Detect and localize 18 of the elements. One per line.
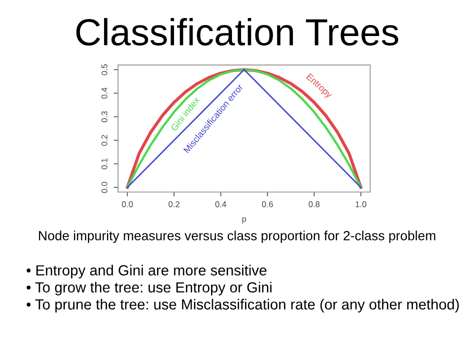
x-tick-label: 0.4: [215, 201, 226, 208]
x-tick-label: 0.0: [122, 201, 133, 208]
x-tick-label: 1.0: [356, 201, 366, 208]
y-tick-label: 0.5: [101, 64, 108, 76]
y-tick-label: 0.0: [101, 182, 108, 193]
y-tick-label: 0.1: [101, 158, 108, 170]
chart-title: Classification Trees: [76, 18, 398, 46]
y-tick-label: 0.2: [101, 134, 108, 146]
x-axis-title: p: [242, 217, 246, 224]
y-tick-label: 0.3: [101, 111, 108, 122]
y-tick-label: 0.4: [101, 88, 108, 99]
text: • To prune the tree: use Misclassification rate (or any other method): [26, 298, 459, 312]
x-tick-label: 0.8: [308, 201, 320, 208]
x-tick-label: 0.6: [262, 201, 273, 208]
text: • Entropy and Gini are more sensitive: [26, 264, 266, 278]
text: • To grow the tree: use Entropy or Gini: [26, 282, 272, 296]
x-tick-label: 0.2: [168, 201, 180, 208]
text: Node impurity measures versus class proportion for 2-class problem: [39, 230, 436, 243]
